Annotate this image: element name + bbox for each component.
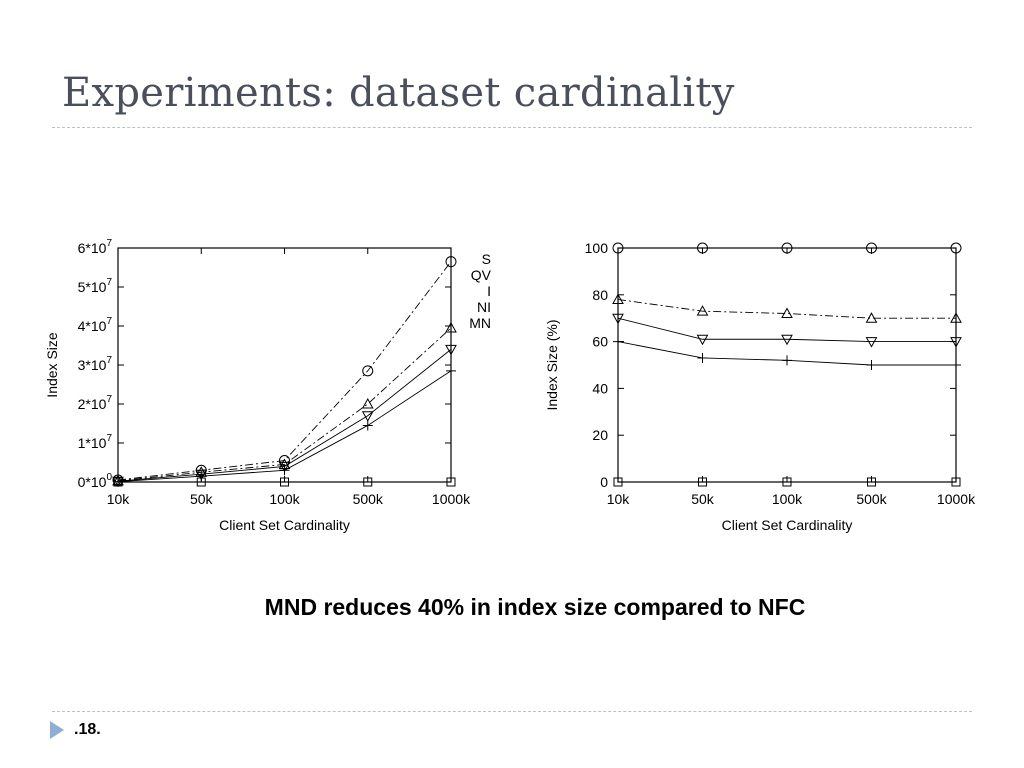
data-point (950, 312, 962, 323)
y-tick-label: 0*100 (78, 472, 113, 490)
data-point (446, 477, 456, 487)
data-point (361, 397, 374, 409)
data-point (696, 305, 709, 316)
x-tick-label: 100k (772, 491, 803, 507)
data-point (950, 337, 962, 348)
slide-caption: MND reduces 40% in index size compared t… (264, 594, 806, 620)
y-tick-label: 3*107 (78, 355, 113, 373)
data-point (445, 256, 457, 268)
index-size-chart: 0*100 1*107 2*107 3*107 4*107 5*107 6*107 10k 50… (44, 238, 492, 533)
data-point (362, 365, 374, 377)
data-point (363, 477, 373, 487)
y-tick-label: 20 (592, 427, 608, 443)
x-axis-title: Client Set Cardinality (219, 517, 350, 533)
legend-entry: QV (471, 267, 492, 283)
data-point (361, 411, 374, 422)
x-tick-label: 50k (691, 491, 715, 507)
y-axis-title: Index Size (%) (544, 319, 560, 410)
x-tick-label: 10k (607, 491, 631, 507)
data-point (782, 355, 792, 366)
data-point (195, 469, 208, 481)
data-point (196, 477, 206, 487)
data-point (781, 242, 793, 254)
data-point (446, 365, 456, 376)
series-line (117, 370, 452, 483)
data-point (697, 242, 708, 254)
data-point (613, 336, 623, 347)
data-point (612, 313, 624, 325)
plot-frame (117, 247, 452, 483)
y-tick-label: 0 (600, 474, 608, 490)
data-point (866, 360, 877, 370)
data-point (865, 337, 878, 348)
data-point (782, 477, 792, 487)
data-point (445, 344, 457, 356)
data-point (278, 461, 291, 473)
data-point (950, 242, 962, 254)
y-tick-label: 4*107 (78, 316, 113, 334)
series-circle (112, 256, 457, 486)
triangle-bullet-icon (50, 721, 64, 739)
data-point (951, 477, 961, 487)
series-line (617, 317, 956, 343)
x-axis-title: Client Set Cardinality (722, 517, 853, 533)
y-tick-label: 2*107 (78, 394, 113, 412)
series-plus (613, 336, 961, 370)
legend-entry: MN (469, 315, 491, 331)
index-size-percent-chart: 0 20 40 60 80 100 10k 50k 100k 500k 1000k Client Se… (544, 240, 976, 533)
y-tick-label: 40 (592, 380, 608, 396)
x-tick-label: 50k (190, 491, 214, 507)
data-point (696, 334, 709, 346)
data-point (951, 360, 961, 370)
series-circle (612, 242, 962, 254)
x-tick-label: 1000k (432, 491, 471, 507)
data-point (613, 477, 623, 487)
y-tick-label: 5*107 (78, 277, 113, 295)
data-point (280, 477, 289, 487)
legend-entry: I (487, 283, 491, 299)
data-point (196, 471, 207, 482)
y-tick-label: 80 (592, 287, 608, 303)
x-tick-label: 500k (856, 491, 887, 507)
series-square (113, 477, 456, 487)
data-point (698, 477, 707, 487)
series-triangle-down (612, 313, 962, 348)
data-point (362, 420, 373, 431)
data-point (445, 321, 457, 333)
y-axis-title: Index Size (44, 332, 60, 398)
series-plus (113, 365, 456, 487)
y-tick-label: 1*107 (78, 433, 113, 451)
data-point (612, 242, 624, 254)
data-point (612, 293, 624, 304)
page-number: .18. (74, 721, 101, 738)
data-point (867, 477, 876, 487)
x-tick-label: 1000k (937, 491, 976, 507)
series-triangle-up (612, 293, 962, 323)
series-line (117, 349, 452, 482)
series-line (117, 261, 452, 481)
series-square (613, 477, 961, 487)
data-point (113, 477, 123, 487)
y-tick-label: 6*107 (78, 238, 113, 256)
data-point (866, 242, 877, 254)
x-tick-label: 500k (353, 491, 384, 507)
legend-entry: S (482, 251, 491, 267)
slide-title: Experiments: dataset cardinality (62, 70, 735, 116)
data-point (781, 334, 793, 346)
data-point (781, 307, 793, 319)
data-point (697, 352, 708, 363)
y-tick-label: 60 (592, 334, 608, 350)
x-tick-label: 100k (269, 491, 300, 507)
footer-divider (52, 711, 972, 712)
series-line (117, 327, 452, 482)
title-divider (52, 127, 972, 128)
y-tick-label: 100 (585, 240, 609, 256)
legend-entry: NI (477, 299, 491, 315)
data-point (279, 465, 290, 476)
x-tick-label: 10k (107, 491, 131, 507)
footer: .18. (50, 721, 101, 739)
data-point (865, 312, 878, 323)
